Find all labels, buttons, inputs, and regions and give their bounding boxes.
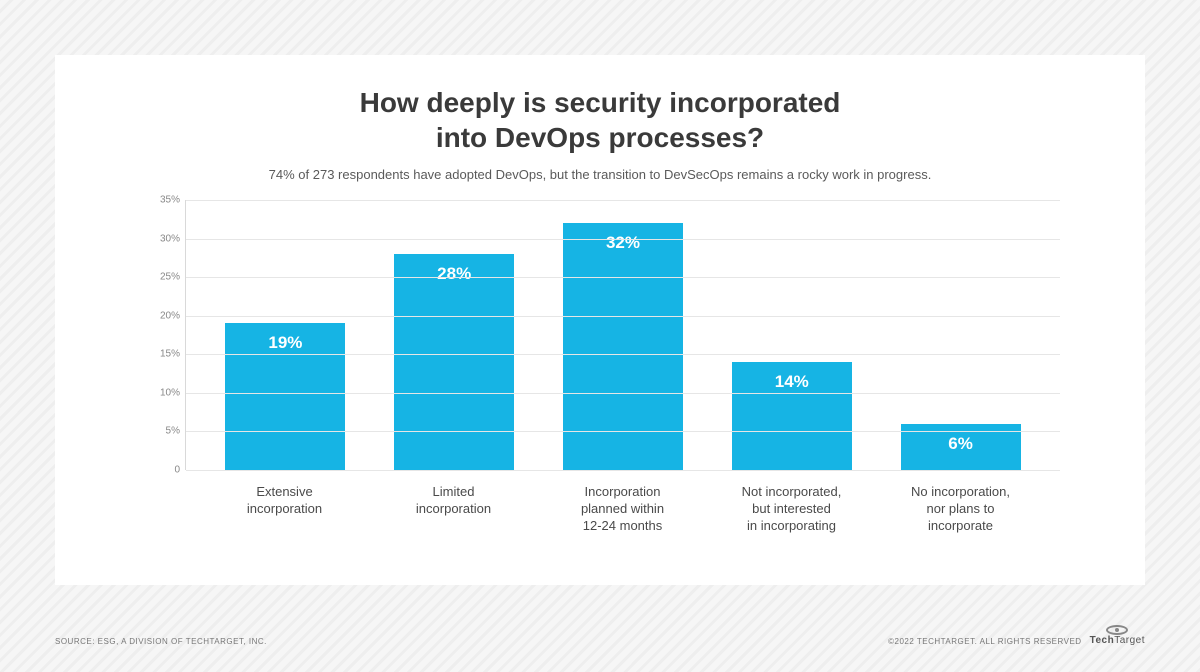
bar-column: 6% [876,200,1045,470]
logo-text: TechTarget [1090,636,1145,646]
title-line-2: into DevOps processes? [436,122,764,153]
x-tick-label: No incorporation,nor plans toincorporate [876,478,1045,540]
bar-column: 19% [201,200,370,470]
y-tick-label: 30% [140,233,180,244]
gridline [186,470,1060,471]
bar-column: 14% [707,200,876,470]
gridline [186,277,1060,278]
y-tick-label: 5% [140,426,180,437]
chart-subtitle: 74% of 273 respondents have adopted DevO… [105,167,1095,182]
source-attribution: SOURCE: ESG, A DIVISION OF TECHTARGET, I… [55,637,267,646]
gridline [186,431,1060,432]
bars-container: 19% 28% 32% 14% 6% [186,200,1060,470]
eye-icon [1106,625,1128,635]
bar-value-label: 14% [775,362,809,392]
bar: 19% [225,323,345,470]
bar-value-label: 19% [268,323,302,353]
chart-title: How deeply is security incorporated into… [105,85,1095,155]
footer-right: ©2022 TECHTARGET. ALL RIGHTS RESERVED Te… [888,625,1145,646]
y-tick-label: 25% [140,272,180,283]
bar-value-label: 28% [437,254,471,284]
x-tick-label: Incorporationplanned within12-24 months [538,478,707,540]
gridline [186,239,1060,240]
x-tick-label: Not incorporated,but interestedin incorp… [707,478,876,540]
gridline [186,393,1060,394]
x-tick-label: Limitedincorporation [369,478,538,540]
logo-bold: Tech [1090,635,1115,646]
x-axis-labels: ExtensiveincorporationLimitedincorporati… [185,478,1060,540]
bar: 28% [394,254,514,470]
bar: 14% [732,362,852,470]
y-tick-label: 10% [140,387,180,398]
bar-value-label: 6% [948,424,973,454]
y-tick-label: 20% [140,310,180,321]
logo-light: Target [1114,635,1145,646]
bar-column: 32% [539,200,708,470]
bar-chart: 19% 28% 32% 14% 6% ExtensiveincorporationLim… [140,200,1060,540]
bar: 32% [563,223,683,470]
gridline [186,200,1060,201]
x-tick-label: Extensiveincorporation [200,478,369,540]
title-line-1: How deeply is security incorporated [360,87,841,118]
y-tick-label: 35% [140,195,180,206]
gridline [186,316,1060,317]
plot-area: 19% 28% 32% 14% 6% [185,200,1060,470]
y-tick-label: 15% [140,349,180,360]
techtarget-logo: TechTarget [1090,625,1145,646]
chart-card: How deeply is security incorporated into… [55,55,1145,585]
footer: SOURCE: ESG, A DIVISION OF TECHTARGET, I… [55,625,1145,646]
copyright-text: ©2022 TECHTARGET. ALL RIGHTS RESERVED [888,637,1082,646]
bar-column: 28% [370,200,539,470]
y-tick-label: 0 [140,465,180,476]
gridline [186,354,1060,355]
